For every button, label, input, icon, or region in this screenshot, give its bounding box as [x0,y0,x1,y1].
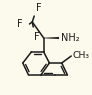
Polygon shape [44,37,59,39]
Text: CH₃: CH₃ [72,51,89,59]
Text: F: F [34,32,40,42]
Text: F: F [36,3,42,13]
Text: NH₂: NH₂ [61,33,79,43]
Text: F: F [17,19,23,29]
